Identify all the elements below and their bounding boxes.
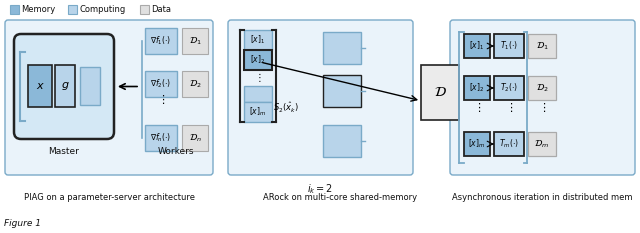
Text: $T_1(\cdot)$: $T_1(\cdot)$ [500, 40, 518, 52]
Text: ARock on multi-core shared-memory: ARock on multi-core shared-memory [264, 193, 417, 202]
Bar [68, 5, 77, 14]
Text: $\vdots$: $\vdots$ [157, 93, 165, 106]
Text: $\nabla f_1(\cdot)$: $\nabla f_1(\cdot)$ [150, 35, 172, 47]
FancyBboxPatch shape [14, 34, 114, 139]
Text: $\vdots$: $\vdots$ [473, 102, 481, 114]
Text: Asynchronous iteration in distributed mem: Asynchronous iteration in distributed me… [452, 193, 633, 202]
Text: $[x]_2$: $[x]_2$ [469, 82, 484, 94]
Bar [145, 28, 177, 54]
Text: $\mathcal{D}$: $\mathcal{D}$ [433, 86, 447, 99]
Text: $S_2(\hat{x}_k)$: $S_2(\hat{x}_k)$ [273, 101, 299, 115]
Text: $\mathcal{D}_2$: $\mathcal{D}_2$ [189, 78, 202, 90]
Bar [323, 75, 361, 107]
Bar [464, 76, 490, 100]
Text: $T_2(\cdot)$: $T_2(\cdot)$ [500, 82, 518, 94]
Bar [140, 5, 149, 14]
Bar [528, 34, 556, 58]
Bar [464, 132, 490, 156]
Bar [145, 71, 177, 97]
Bar [28, 65, 52, 107]
Bar [494, 34, 524, 58]
Bar [244, 102, 272, 122]
FancyBboxPatch shape [228, 20, 413, 175]
Text: $\mathcal{D}_m$: $\mathcal{D}_m$ [534, 138, 550, 150]
Text: Master: Master [49, 147, 79, 156]
Bar [494, 76, 524, 100]
Bar [528, 132, 556, 156]
Text: Memory: Memory [21, 5, 55, 14]
Bar [494, 132, 524, 156]
Text: $\mathcal{D}_2$: $\mathcal{D}_2$ [536, 82, 548, 94]
Text: $T_m(\cdot)$: $T_m(\cdot)$ [499, 138, 519, 150]
Bar [528, 76, 556, 100]
Bar [182, 71, 208, 97]
Bar [182, 125, 208, 151]
Text: $i_k = 2$: $i_k = 2$ [307, 182, 333, 196]
Bar [464, 34, 490, 58]
Text: Workers: Workers [157, 147, 195, 156]
Bar [421, 65, 459, 120]
Text: $[x]_m$: $[x]_m$ [468, 138, 486, 150]
Bar [244, 50, 272, 70]
Text: $\vdots$: $\vdots$ [538, 102, 546, 114]
Text: $\nabla f_n(\cdot)$: $\nabla f_n(\cdot)$ [150, 132, 172, 144]
Text: $\mathcal{D}_1$: $\mathcal{D}_1$ [189, 35, 202, 47]
Text: Data: Data [151, 5, 171, 14]
FancyBboxPatch shape [450, 20, 635, 175]
Bar [80, 67, 100, 105]
Text: $g$: $g$ [61, 80, 69, 92]
FancyBboxPatch shape [5, 20, 213, 175]
Text: $\vdots$: $\vdots$ [254, 72, 262, 85]
Text: Figure 1: Figure 1 [4, 219, 41, 228]
Text: $[x]_1$: $[x]_1$ [250, 34, 266, 46]
Bar [323, 32, 361, 64]
Text: $\mathcal{D}_1$: $\mathcal{D}_1$ [536, 40, 548, 52]
Bar [244, 86, 272, 102]
Text: $[x]_2$: $[x]_2$ [250, 54, 266, 66]
Bar [244, 30, 272, 50]
Text: $\mathcal{D}_n$: $\mathcal{D}_n$ [189, 132, 202, 144]
Text: $[x]_1$: $[x]_1$ [469, 40, 484, 52]
Bar [323, 125, 361, 157]
Text: PIAG on a parameter-server architecture: PIAG on a parameter-server architecture [24, 193, 195, 202]
Bar [145, 125, 177, 151]
Bar [10, 5, 19, 14]
Text: $[x]_m$: $[x]_m$ [250, 106, 267, 118]
Bar [182, 28, 208, 54]
Text: $x$: $x$ [36, 81, 44, 91]
Text: Computing: Computing [79, 5, 125, 14]
Text: $\vdots$: $\vdots$ [505, 102, 513, 114]
Bar [55, 65, 75, 107]
Text: $\nabla f_2(\cdot)$: $\nabla f_2(\cdot)$ [150, 78, 172, 90]
